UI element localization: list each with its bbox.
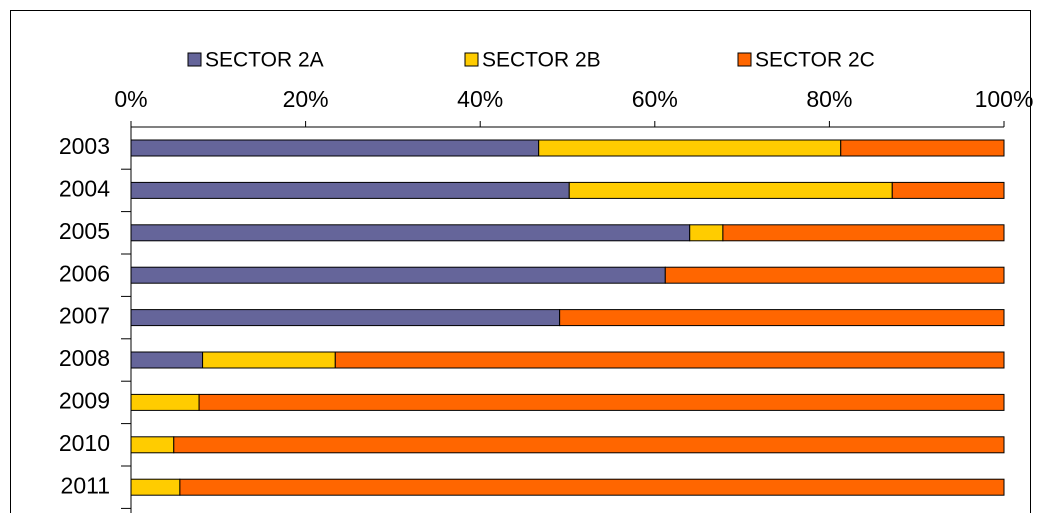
- y-tick-label: 2003: [59, 133, 110, 159]
- y-tick-label: 2008: [59, 345, 110, 371]
- bar-segment: [538, 139, 842, 157]
- legend-swatch: [737, 52, 752, 67]
- legend-swatch: [464, 52, 479, 67]
- legend-label: SECTOR 2C: [755, 49, 875, 72]
- y-tick-label: 2006: [59, 260, 110, 286]
- bar-segment: [179, 478, 1005, 496]
- bar-segment: [334, 351, 1005, 369]
- bar-segment: [722, 224, 1005, 242]
- x-tick-label: 0%: [114, 86, 147, 112]
- bar-segment: [130, 478, 181, 496]
- bar-segment: [568, 181, 893, 199]
- bar-segment: [689, 224, 724, 242]
- bar-segment: [130, 266, 666, 284]
- bar-segment: [130, 181, 570, 199]
- bar-segment: [130, 139, 540, 157]
- y-tick-label: 2004: [59, 175, 110, 201]
- x-tick-label: 60%: [632, 86, 678, 112]
- bar-segment: [130, 393, 200, 411]
- bar-segment: [198, 393, 1005, 411]
- y-tick-label: 2009: [59, 387, 110, 413]
- bar-segment: [130, 351, 204, 369]
- frame: [10, 10, 1031, 513]
- y-tick-label: 2011: [61, 472, 110, 498]
- bar-segment: [173, 436, 1005, 454]
- bar-segment: [891, 181, 1005, 199]
- bar-segment: [130, 436, 175, 454]
- y-tick-label: 2010: [59, 430, 110, 456]
- bar-segment: [840, 139, 1005, 157]
- legend-swatch: [187, 52, 202, 67]
- bar-segment: [130, 309, 561, 327]
- legend-label: SECTOR 2A: [205, 49, 324, 72]
- x-tick-label: 100%: [975, 86, 1034, 112]
- bar-segment: [202, 351, 336, 369]
- x-tick-label: 40%: [457, 86, 503, 112]
- x-tick-label: 80%: [806, 86, 852, 112]
- bar-segment: [559, 309, 1005, 327]
- y-tick-label: 2005: [59, 218, 110, 244]
- legend-label: SECTOR 2B: [482, 49, 601, 72]
- y-tick-label: 2007: [59, 303, 110, 329]
- x-tick-label: 20%: [283, 86, 329, 112]
- bar-segment: [664, 266, 1005, 284]
- bar-segment: [130, 224, 691, 242]
